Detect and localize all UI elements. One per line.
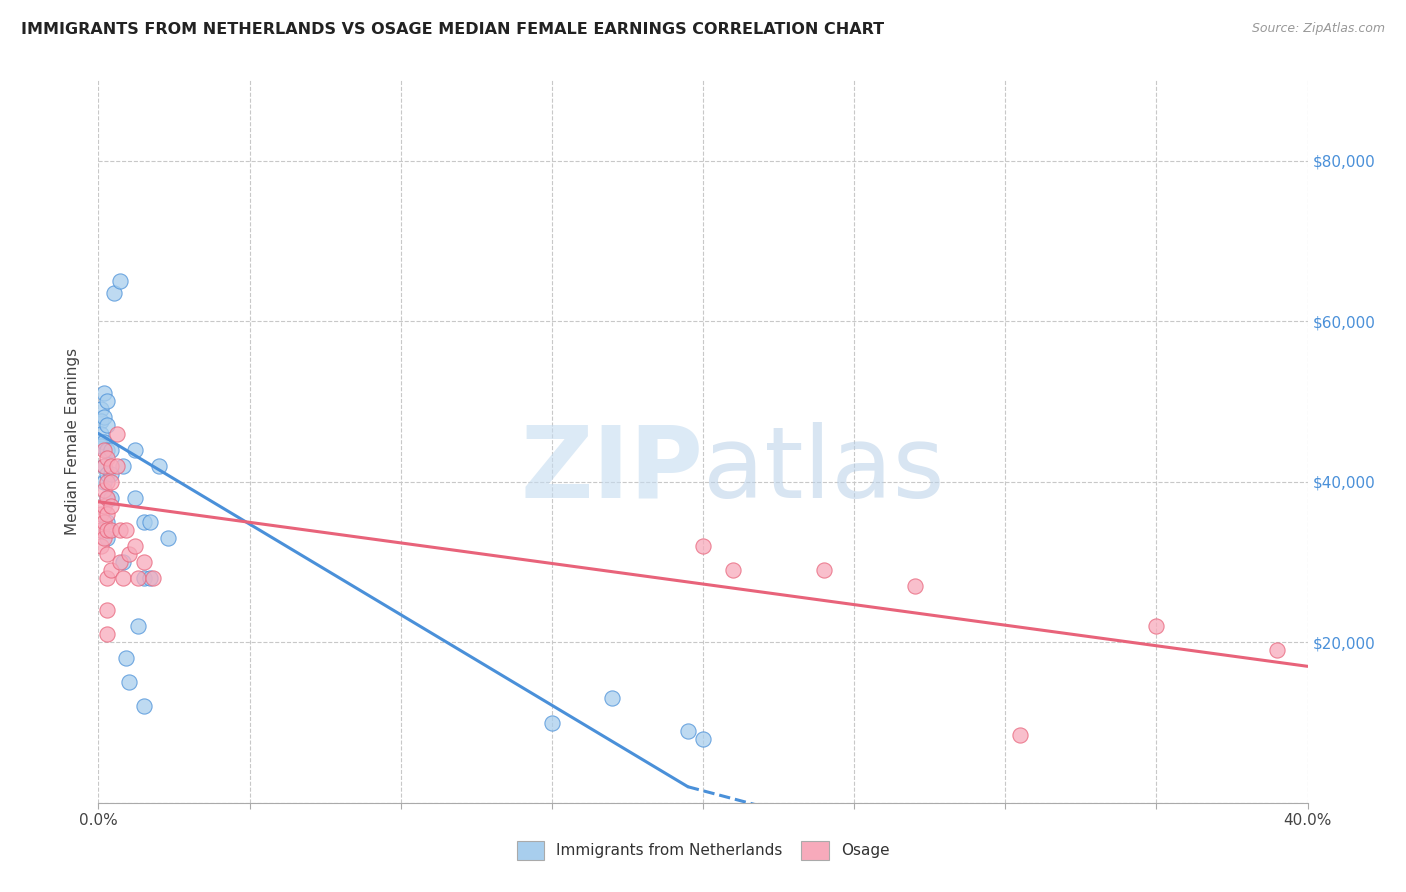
Point [132,555,155,569]
Point [93,458,115,473]
Point [108,555,131,569]
Point [1144,619,1167,633]
Point [100,467,122,481]
Point [111,458,134,473]
Point [904,579,927,593]
Point [111,555,134,569]
Point [96,467,118,481]
Point [127,571,149,585]
Point [132,699,155,714]
Point [132,571,155,585]
Point [105,458,128,473]
Point [148,458,170,473]
Point [96,475,118,489]
Point [96,450,118,465]
Point [96,531,118,545]
Point [96,547,118,561]
Point [1267,643,1289,657]
Point [100,563,122,577]
Point [96,418,118,433]
Point [90,402,112,417]
Point [813,563,835,577]
Point [90,414,112,428]
Point [1010,728,1032,742]
Point [108,523,131,537]
Point [96,394,118,409]
Point [118,547,141,561]
Point [93,434,115,449]
Point [139,571,162,585]
Point [96,442,118,457]
Point [103,285,125,300]
Point [124,491,146,505]
Point [96,627,118,641]
Point [723,563,745,577]
Point [90,539,112,553]
Point [93,531,115,545]
Point [114,523,136,537]
Point [96,523,118,537]
Point [96,507,118,521]
Point [692,539,714,553]
Y-axis label: Median Female Earnings: Median Female Earnings [65,348,80,535]
Point [100,442,122,457]
Point [90,426,112,441]
Point [602,691,624,706]
Text: ZIP: ZIP [520,422,703,519]
Legend: Immigrants from Netherlands, Osage: Immigrants from Netherlands, Osage [509,833,897,867]
Point [96,603,118,617]
Text: Source: ZipAtlas.com: Source: ZipAtlas.com [1251,22,1385,36]
Point [132,515,155,529]
Point [90,507,112,521]
Point [93,499,115,513]
Point [156,531,179,545]
Point [100,499,122,513]
Point [93,475,115,489]
Point [93,386,115,401]
Point [114,651,136,665]
Point [127,619,149,633]
Point [93,442,115,457]
Point [692,731,714,746]
Point [540,715,562,730]
Point [93,515,115,529]
Point [96,491,118,505]
Point [142,571,165,585]
Point [676,723,699,738]
Point [96,571,118,585]
Point [100,523,122,537]
Point [124,539,146,553]
Point [96,515,118,529]
Point [90,523,112,537]
Point [100,475,122,489]
Point [100,458,122,473]
Text: atlas: atlas [703,422,945,519]
Point [93,483,115,497]
Point [124,442,146,457]
Point [105,426,128,441]
Point [118,675,141,690]
Point [139,515,162,529]
Point [90,438,112,452]
Text: IMMIGRANTS FROM NETHERLANDS VS OSAGE MEDIAN FEMALE EARNINGS CORRELATION CHART: IMMIGRANTS FROM NETHERLANDS VS OSAGE MED… [21,22,884,37]
Point [108,274,131,288]
Point [96,491,118,505]
Point [111,571,134,585]
Point [93,458,115,473]
Point [93,410,115,425]
Point [100,491,122,505]
